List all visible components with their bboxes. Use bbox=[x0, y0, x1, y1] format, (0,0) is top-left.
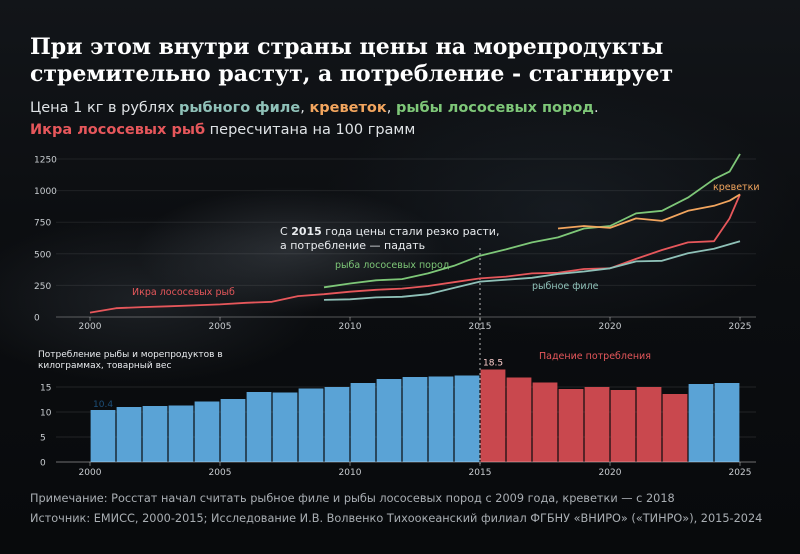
bar-2023 bbox=[688, 384, 714, 462]
bar-2022 bbox=[662, 394, 688, 462]
subtitle: Цена 1 кг в рублях рыбного филе, кревето… bbox=[30, 97, 770, 141]
bar-2016 bbox=[506, 377, 532, 462]
y-tick-label: 1000 bbox=[34, 187, 57, 197]
subtitle-sep: , bbox=[386, 100, 396, 116]
bar-y-tick-label: 0 bbox=[40, 459, 46, 469]
bar-first-value-label: 10.4 bbox=[93, 400, 113, 410]
subtitle-end: . bbox=[594, 100, 599, 116]
y-tick-label: 500 bbox=[34, 250, 51, 260]
bar-x-tick-label: 2005 bbox=[209, 468, 232, 478]
bar-2020 bbox=[610, 390, 636, 462]
consumption-bar-chart: Потребление рыбы и морепродуктов вкилогр… bbox=[38, 350, 756, 478]
series-label-shrimp: креветки bbox=[713, 182, 760, 193]
annotation-line-2: а потребление — падать bbox=[280, 239, 425, 252]
title-line-1: При этом внутри страны цены на морепроду… bbox=[30, 34, 664, 60]
y-tick-label: 750 bbox=[34, 219, 51, 229]
bar-2008 bbox=[298, 388, 324, 462]
title-line-2: стремительно растут, а потребление - ста… bbox=[30, 61, 674, 87]
subtitle-line-2: Икра лососевых рыб пересчитана на 100 гр… bbox=[30, 119, 770, 141]
bar-2004 bbox=[194, 401, 220, 462]
bar-2017 bbox=[532, 382, 558, 462]
bar-y-tick-label: 15 bbox=[40, 384, 51, 394]
footnote-note: Примечание: Росстат начал считать рыбное… bbox=[30, 492, 675, 505]
series-label-fish-fillet: рыбное филе bbox=[532, 281, 599, 292]
subtitle-prefix: Цена 1 кг в рублях bbox=[30, 100, 180, 116]
bar-2003 bbox=[168, 405, 194, 462]
x-tick-label: 2005 bbox=[209, 322, 232, 332]
x-tick-label: 2010 bbox=[339, 322, 362, 332]
bar-2015 bbox=[480, 369, 506, 462]
bar-2001 bbox=[116, 407, 142, 462]
bar-2002 bbox=[142, 406, 168, 462]
y-tick-label: 0 bbox=[34, 314, 40, 324]
bar-chart-ylabel-1: Потребление рыбы и морепродуктов в bbox=[38, 350, 223, 360]
legend-shrimp: креветок bbox=[309, 100, 387, 116]
subtitle-suffix: пересчитана на 100 грамм bbox=[205, 122, 416, 138]
bar-2009 bbox=[324, 387, 350, 462]
bar-chart-ylabel-2: килограммах, товарный вес bbox=[38, 361, 171, 371]
series-label-salmon: рыба лососевых пород bbox=[335, 260, 450, 271]
annotation-line-1: С 2015 года цены стали резко расти, bbox=[280, 225, 499, 238]
series-line-caviar bbox=[89, 194, 741, 314]
series-line-salmon bbox=[323, 153, 741, 289]
series-line-shrimp bbox=[557, 193, 741, 230]
bar-2014 bbox=[454, 375, 480, 462]
series-label-caviar: Икра лососевых рыб bbox=[132, 287, 235, 298]
y-tick-label: 1250 bbox=[34, 156, 57, 166]
x-tick-label: 2025 bbox=[729, 322, 752, 332]
bar-x-tick-label: 2010 bbox=[339, 468, 362, 478]
footnote-source: Источник: ЕМИСС, 2000-2015; Исследование… bbox=[30, 512, 763, 525]
bar-y-tick-label: 10 bbox=[40, 409, 52, 419]
bar-x-tick-label: 2025 bbox=[729, 468, 752, 478]
bar-2011 bbox=[376, 379, 402, 462]
x-tick-label: 2020 bbox=[599, 322, 622, 332]
y-tick-label: 250 bbox=[34, 282, 51, 292]
bar-2006 bbox=[246, 392, 272, 462]
bar-2010 bbox=[350, 383, 376, 462]
bar-2005 bbox=[220, 399, 246, 462]
subtitle-line-1: Цена 1 кг в рублях рыбного филе, кревето… bbox=[30, 97, 770, 119]
bar-2021 bbox=[636, 387, 662, 462]
subtitle-sep: , bbox=[300, 100, 310, 116]
x-tick-label: 2015 bbox=[469, 322, 492, 332]
bar-2012 bbox=[402, 377, 428, 462]
legend-fish-fillet: рыбного филе bbox=[179, 100, 301, 116]
legend-caviar: Икра лососевых рыб bbox=[30, 122, 206, 138]
bar-2024 bbox=[714, 383, 740, 462]
bar-2019 bbox=[584, 387, 610, 462]
bar-2013 bbox=[428, 376, 454, 462]
legend-salmon: рыбы лососевых пород bbox=[395, 100, 595, 116]
page-title: При этом внутри страны цены на морепроду… bbox=[30, 34, 770, 88]
bar-x-tick-label: 2020 bbox=[599, 468, 622, 478]
bar-x-tick-label: 2015 bbox=[469, 468, 492, 478]
bar-y-tick-label: 5 bbox=[40, 434, 46, 444]
bar-2007 bbox=[272, 392, 298, 462]
bar-2018 bbox=[558, 389, 584, 462]
price-line-chart: 0 250 500 750 1000 1250 2000 2005 2010 2015 2020 20… bbox=[34, 153, 760, 464]
bar-peak-value-label: 18.5 bbox=[483, 359, 503, 369]
bar-x-tick-label: 2000 bbox=[79, 468, 102, 478]
bar-2000 bbox=[90, 410, 116, 462]
decline-label: Падение потребления bbox=[539, 351, 651, 362]
series-line-fish-fillet bbox=[323, 240, 741, 301]
x-tick-label: 2000 bbox=[79, 322, 102, 332]
